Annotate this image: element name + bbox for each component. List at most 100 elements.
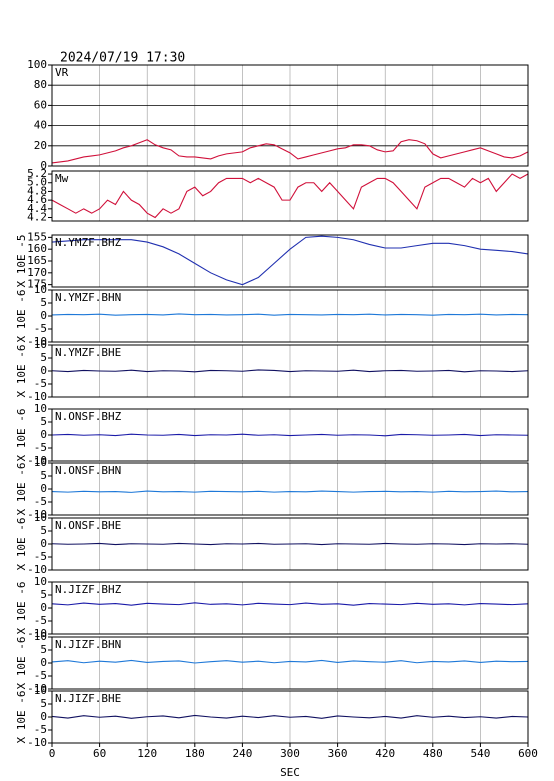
trace: [51, 542, 529, 546]
y-tick-label: -5: [34, 441, 47, 454]
panel-label: N.ONSF.BHZ: [55, 410, 122, 423]
y-tick-label: -10: [27, 454, 47, 467]
y-axis-label: X 10E -6: [15, 691, 28, 744]
y-tick-label: 0: [40, 710, 47, 723]
y-tick-label: 170: [27, 266, 47, 279]
trace: [51, 659, 529, 664]
y-tick-label: 0: [40, 482, 47, 495]
x-tick-label: 240: [232, 747, 252, 760]
panel-label: VR: [55, 66, 69, 79]
panel-frame: [51, 581, 529, 635]
x-axis-label: SEC: [280, 766, 300, 779]
y-tick-label: 155: [27, 230, 47, 243]
y-tick-label: 20: [34, 139, 47, 152]
y-tick-label: -10: [27, 627, 47, 640]
panel-label: N.JIZF.BHE: [55, 692, 121, 705]
chart-title: 2024/07/19 17:30: [60, 51, 185, 66]
y-tick-label: 5: [40, 643, 47, 656]
panel-label: N.YMZF.BHE: [55, 346, 121, 359]
y-axis-label: X 10E -6: [15, 345, 28, 398]
y-tick-label: 0: [40, 364, 47, 377]
y-tick-label: 10: [34, 338, 47, 351]
y-axis-label: X 10E -6: [15, 463, 28, 516]
y-tick-label: 160: [27, 242, 47, 255]
trace: [51, 235, 529, 286]
x-tick-label: 120: [137, 747, 157, 760]
y-tick-label: 175: [27, 278, 47, 291]
panel-label: N.YMZF.BHZ: [55, 236, 122, 249]
y-tick-label: 5: [40, 351, 47, 364]
x-tick-label: 60: [93, 747, 106, 760]
y-tick-label: -5: [34, 377, 47, 390]
y-tick-label: 4.2: [27, 211, 47, 224]
panel-label: N.YMZF.BHN: [55, 291, 121, 304]
y-tick-label: 10: [34, 402, 47, 415]
y-tick-label: 0: [40, 537, 47, 550]
panel-frame: [51, 64, 529, 167]
y-tick-label: 5: [40, 588, 47, 601]
trace: [51, 433, 529, 437]
trace: [51, 490, 529, 493]
y-tick-label: 0: [40, 656, 47, 669]
y-tick-label: 10: [34, 630, 47, 643]
trace: [51, 313, 529, 316]
y-tick-label: 0: [40, 601, 47, 614]
y-tick-label: -5: [34, 669, 47, 682]
y-tick-label: 4.4: [27, 202, 47, 215]
panel-label: N.JIZF.BHZ: [55, 583, 122, 596]
x-tick-label: 540: [470, 747, 490, 760]
panel-frame: [51, 234, 529, 288]
panel-frame: [51, 170, 529, 222]
y-tick-label: 60: [34, 98, 47, 111]
y-tick-label: 100: [27, 58, 47, 71]
y-axis-label: X 10E -6: [15, 582, 28, 635]
trace: [51, 173, 529, 219]
y-tick-label: -5: [34, 322, 47, 335]
x-tick-label: 360: [328, 747, 348, 760]
y-tick-label: 40: [34, 119, 47, 132]
x-tick-label: 480: [423, 747, 443, 760]
y-axis-label: X 10E -6: [15, 290, 28, 343]
x-tick-label: 300: [280, 747, 300, 760]
y-tick-label: 80: [34, 78, 47, 91]
x-tick-label: 0: [49, 747, 56, 760]
panel-label: N.ONSF.BHE: [55, 519, 121, 532]
panel-frame: [51, 289, 529, 343]
y-axis-label: X 10E -6: [15, 518, 28, 571]
y-tick-label: 0: [40, 159, 47, 172]
y-axis-label: X 10E -6: [15, 637, 28, 690]
panel-frame: [51, 462, 529, 516]
y-tick-label: -5: [34, 495, 47, 508]
y-tick-label: -10: [27, 390, 47, 403]
x-tick-label: 600: [518, 747, 538, 760]
y-tick-label: 5: [40, 697, 47, 710]
y-tick-label: 5.0: [27, 176, 47, 189]
y-tick-label: -5: [34, 550, 47, 563]
y-tick-label: -10: [27, 736, 47, 749]
panel-label: N.JIZF.BHN: [55, 638, 121, 651]
trace: [51, 369, 529, 373]
y-tick-label: -10: [27, 335, 47, 348]
y-tick-label: 0: [40, 309, 47, 322]
y-tick-label: 4.8: [27, 184, 47, 197]
y-tick-label: 5: [40, 469, 47, 482]
trace: [51, 139, 529, 164]
panel-label: N.ONSF.BHN: [55, 464, 121, 477]
y-tick-label: 10: [34, 511, 47, 524]
panel-frame: [51, 344, 529, 398]
y-tick-label: -10: [27, 563, 47, 576]
y-tick-label: 5.2: [27, 167, 47, 180]
trace: [51, 602, 529, 606]
y-tick-label: 10: [34, 283, 47, 296]
x-tick-label: 420: [375, 747, 395, 760]
y-axis-label: X 10E -6: [15, 409, 28, 462]
y-tick-label: 5: [40, 524, 47, 537]
y-tick-label: 0: [40, 428, 47, 441]
panel-label: Mw: [55, 172, 69, 185]
y-tick-label: 4.6: [27, 193, 47, 206]
y-tick-label: -5: [34, 723, 47, 736]
y-tick-label: 10: [34, 575, 47, 588]
x-tick-label: 180: [185, 747, 205, 760]
panel-frame: [51, 408, 529, 462]
